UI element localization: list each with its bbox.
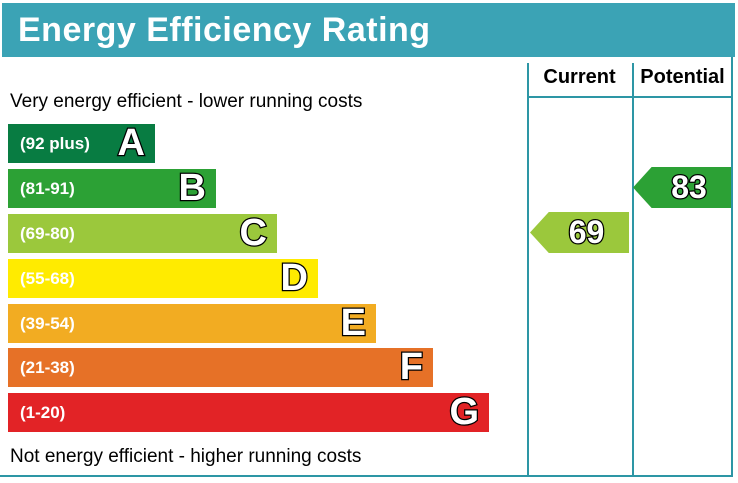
header-underline xyxy=(527,96,733,98)
current-column-left-divider xyxy=(527,63,529,475)
band-letter: E xyxy=(339,302,367,344)
table-right-border xyxy=(731,57,733,477)
current-column-header: Current xyxy=(543,66,616,88)
potential-column-header: Potential xyxy=(640,66,725,88)
band-range-label: (81-91) xyxy=(20,179,75,198)
band-letter: D xyxy=(279,257,309,299)
band-letter: F xyxy=(399,346,425,388)
band-range-label: (92 plus) xyxy=(20,134,90,153)
band-range-label: (69-80) xyxy=(20,224,75,243)
band-d: (55-68) D xyxy=(8,257,318,299)
potential-rating-arrow: 83 xyxy=(633,167,731,208)
band-e: (39-54) E xyxy=(8,302,376,344)
bottom-note: Not energy efficient - higher running co… xyxy=(10,446,362,467)
band-letter: C xyxy=(238,212,268,254)
current-rating-arrow: 69 xyxy=(530,212,629,253)
band-range-label: (55-68) xyxy=(20,269,75,288)
current-rating-value: 69 xyxy=(567,213,605,252)
band-range-label: (21-38) xyxy=(20,358,75,377)
band-c: (69-80) C xyxy=(8,212,277,254)
band-letter: G xyxy=(448,391,480,433)
band-letter: A xyxy=(116,122,146,164)
band-letter: B xyxy=(177,167,207,209)
band-a: (92 plus) A xyxy=(8,122,155,164)
band-range-label: (39-54) xyxy=(20,314,75,333)
potential-rating-value: 83 xyxy=(670,168,708,207)
chart-title: Energy Efficiency Rating xyxy=(18,10,431,49)
band-g: (1-20) G xyxy=(8,391,489,433)
potential-column-left-divider xyxy=(632,63,634,475)
table-bottom-border xyxy=(0,475,733,477)
band-range-label: (1-20) xyxy=(20,403,66,422)
band-b: (81-91) B xyxy=(8,167,216,209)
band-f: (21-38) F xyxy=(8,346,433,388)
chart-title-bar: Energy Efficiency Rating xyxy=(2,3,735,57)
top-note: Very energy efficient - lower running co… xyxy=(10,91,363,112)
